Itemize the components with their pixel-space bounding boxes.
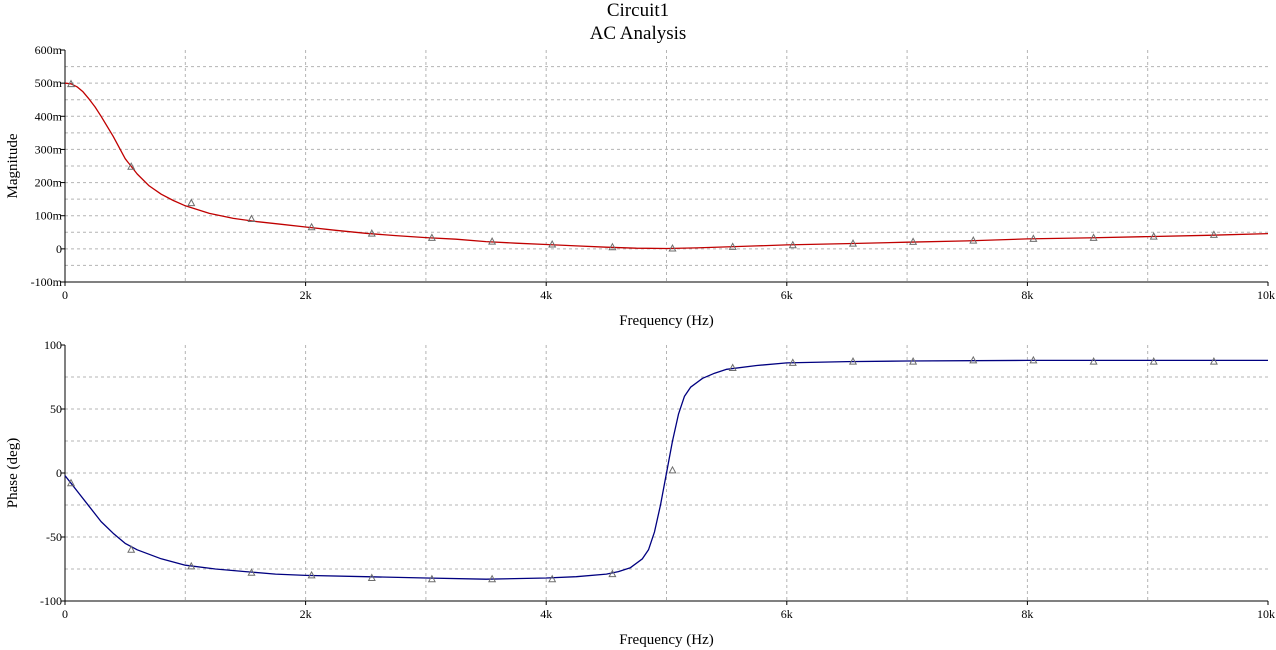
magnitude-x-tick-label: 4k: [540, 288, 552, 302]
window-title: Circuit1: [606, 0, 670, 21]
magnitude-x-tick-label: 6k: [781, 288, 793, 302]
phase-data-marker: [1089, 357, 1098, 365]
magnitude-data-marker: [548, 239, 557, 248]
phase-data-marker: [909, 357, 918, 365]
magnitude-data-marker: [1089, 233, 1098, 241]
phase-y-tick-label: 0: [56, 466, 62, 480]
magnitude-data-marker: [247, 214, 256, 222]
magnitude-data-marker: [127, 162, 136, 170]
magnitude-y-axis-label: Magnitude: [5, 133, 21, 198]
phase-y-tick-label: 50: [50, 402, 62, 416]
magnitude-data-marker: [1149, 232, 1158, 240]
phase-data-marker: [1149, 357, 1158, 365]
phase-data-marker: [66, 478, 76, 487]
phase-y-axis-label: Phase (deg): [5, 438, 21, 508]
phase-data-marker: [1029, 355, 1038, 364]
magnitude-data-marker: [788, 240, 797, 249]
magnitude-data-marker: [488, 237, 497, 245]
phase-data-marker: [247, 568, 256, 576]
phase-x-axis-label: Frequency (Hz): [619, 632, 714, 648]
magnitude-y-tick-label: 0: [56, 242, 62, 256]
magnitude-y-tick-label: 100m: [35, 209, 63, 223]
window-subtitle: AC Analysis: [589, 23, 687, 44]
phase-data-marker: [307, 570, 316, 579]
magnitude-data-marker: [909, 237, 918, 245]
magnitude-y-tick-label: 600m: [35, 43, 63, 57]
magnitude-trace: [64, 82, 1269, 250]
phase-data-marker: [668, 465, 677, 474]
magnitude-data-marker: [1209, 230, 1218, 238]
magnitude-data-marker: [66, 79, 76, 88]
phase-data-marker: [187, 561, 196, 570]
phase-data-marker: [127, 545, 136, 553]
phase-x-tick-label: 8k: [1021, 607, 1033, 621]
phase-x-tick-label: 4k: [540, 607, 552, 621]
phase-data-marker: [548, 574, 557, 583]
phase-x-tick-label: 0: [62, 607, 68, 621]
magnitude-data-marker: [608, 242, 617, 251]
phase-y-tick-label: -50: [46, 530, 62, 544]
magnitude-x-tick-label: 10k: [1257, 288, 1275, 302]
phase-data-marker: [969, 355, 978, 364]
magnitude-data-marker: [848, 239, 858, 247]
phase-data-marker: [488, 574, 497, 583]
phase-data-marker: [848, 357, 858, 365]
phase-y-tick-label: -100: [40, 594, 62, 608]
magnitude-y-tick-label: 400m: [35, 109, 63, 123]
phase-data-marker: [367, 573, 376, 581]
phase-x-tick-label: 6k: [781, 607, 793, 621]
magnitude-y-tick-label: 300m: [35, 142, 63, 156]
magnitude-data-marker: [427, 233, 436, 241]
magnitude-y-tick-label: -100m: [31, 275, 63, 289]
phase-x-tick-label: 10k: [1257, 607, 1275, 621]
magnitude-data-marker: [367, 229, 376, 237]
magnitude-data-marker: [187, 198, 196, 207]
phase-trace: [64, 359, 1268, 580]
magnitude-x-tick-label: 0: [62, 288, 68, 302]
phase-data-marker: [728, 363, 737, 371]
magnitude-y-tick-label: 500m: [35, 76, 63, 90]
magnitude-x-tick-label: 2k: [300, 288, 312, 302]
magnitude-data-marker: [307, 222, 316, 231]
magnitude-x-tick-label: 8k: [1021, 288, 1033, 302]
phase-data-marker: [1209, 357, 1218, 365]
phase-x-tick-label: 2k: [300, 607, 312, 621]
magnitude-data-marker: [1029, 234, 1038, 242]
magnitude-y-tick-label: 200m: [35, 176, 63, 190]
magnitude-data-marker: [969, 236, 978, 244]
phase-data-marker: [427, 574, 436, 583]
magnitude-data-marker: [668, 243, 677, 252]
phase-data-marker: [608, 569, 617, 578]
phase-y-tick-label: 100: [44, 338, 62, 352]
magnitude-x-axis-label: Frequency (Hz): [619, 313, 714, 329]
phase-data-marker: [788, 358, 797, 366]
magnitude-data-marker: [728, 242, 737, 250]
